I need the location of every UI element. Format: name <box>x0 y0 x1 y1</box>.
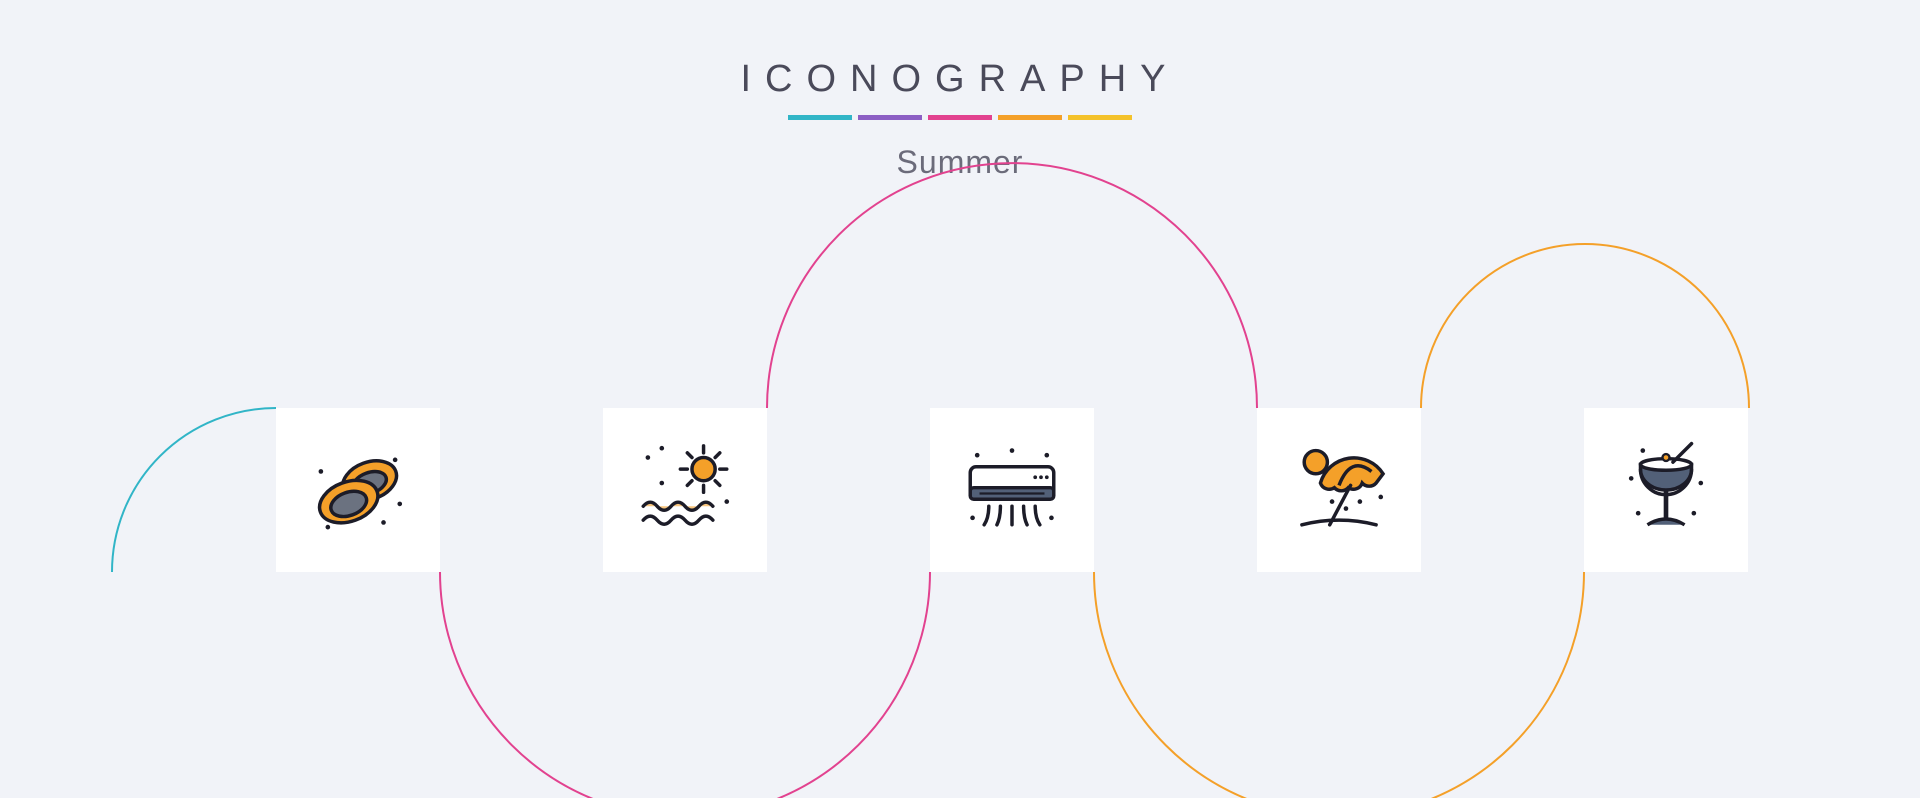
icon-card-slippers <box>276 408 440 572</box>
cocktail-icon <box>1608 432 1724 548</box>
icon-card-sun-sea <box>603 408 767 572</box>
icon-card-beach-umbrella <box>1257 408 1421 572</box>
air-conditioner-icon <box>954 432 1070 548</box>
icon-stage <box>0 0 1920 798</box>
beach-umbrella-icon <box>1281 432 1397 548</box>
slippers-icon <box>300 432 416 548</box>
icon-card-air-conditioner <box>930 408 1094 572</box>
sun-sea-icon <box>627 432 743 548</box>
icon-card-cocktail <box>1584 408 1748 572</box>
